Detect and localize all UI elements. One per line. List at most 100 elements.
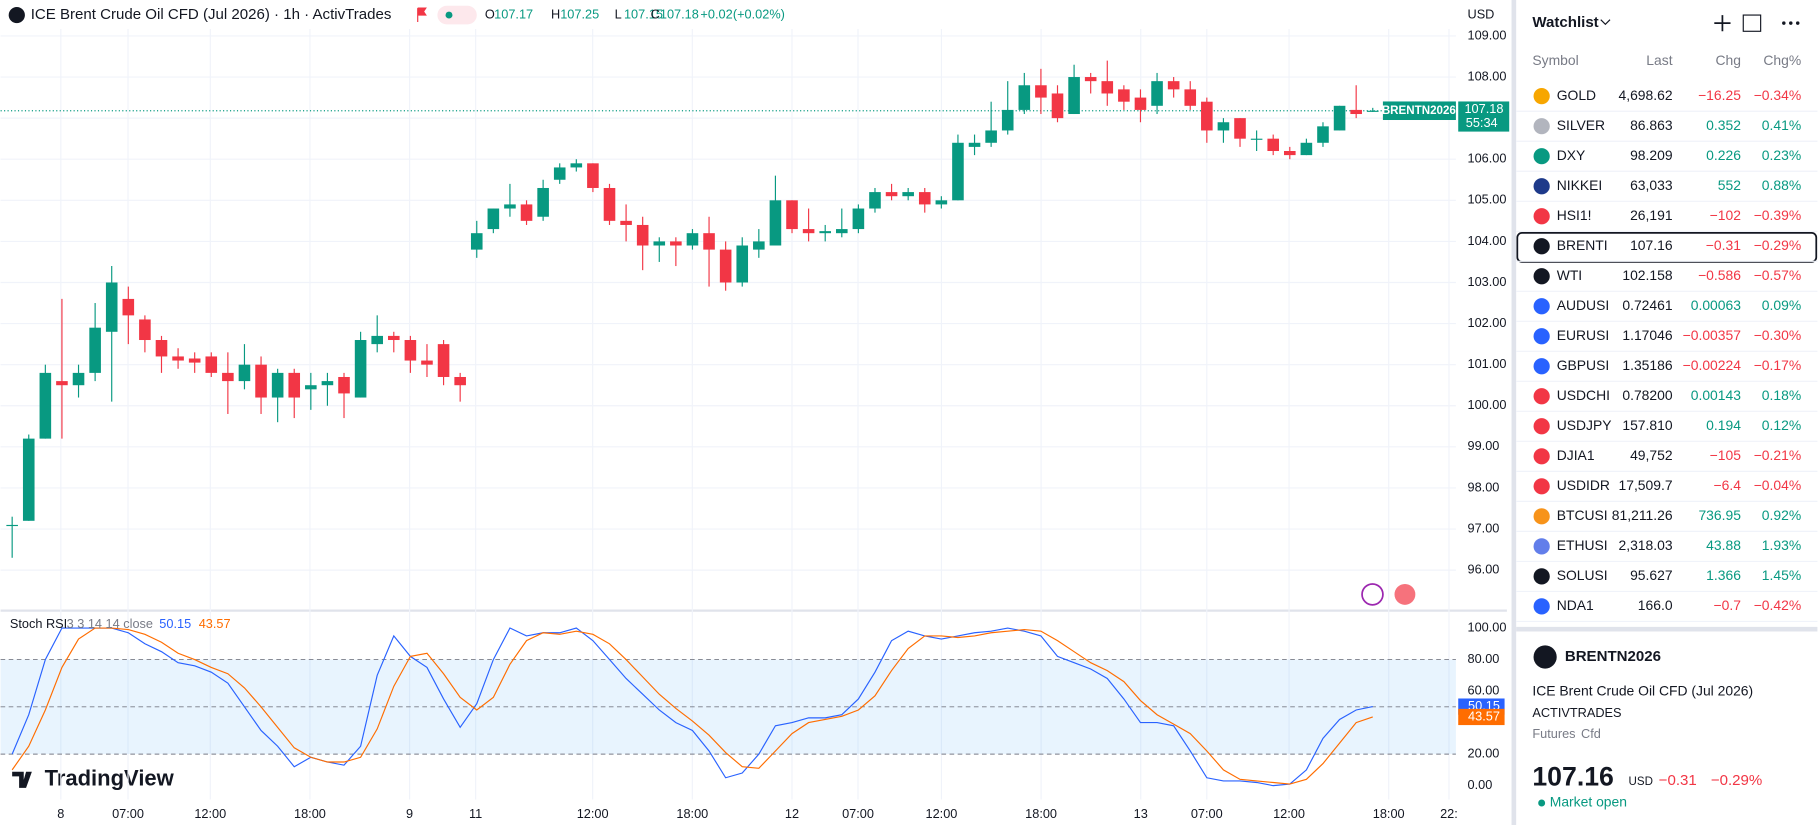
- row-symbol[interactable]: HSI1!: [1557, 207, 1592, 223]
- row-last: 49,752: [1630, 447, 1673, 463]
- row-symbol[interactable]: NDA1: [1557, 597, 1594, 613]
- legend-label: C: [651, 6, 660, 21]
- row-last: 86.863: [1630, 117, 1673, 133]
- row-symbol[interactable]: DXY: [1557, 147, 1586, 163]
- candle-body: [885, 192, 898, 197]
- row-symbol[interactable]: SOLUSI: [1557, 567, 1608, 583]
- details-exchange: ACTIVTRADES: [1532, 705, 1621, 720]
- event-icon[interactable]: [1361, 583, 1384, 606]
- row-icon: [1533, 508, 1550, 525]
- x-tick-label: 12:00: [926, 806, 958, 821]
- candle-body: [56, 381, 68, 386]
- flag-icon[interactable]: [417, 7, 427, 23]
- row-last: 102.158: [1622, 267, 1672, 283]
- candle-body: [935, 200, 948, 205]
- flag-event-icon[interactable]: [1394, 583, 1416, 605]
- row-icon: [1533, 448, 1550, 465]
- row-symbol[interactable]: DJIA1: [1557, 447, 1595, 463]
- stoch-tick-label: 80.00: [1467, 651, 1499, 666]
- row-chg: 552: [1718, 177, 1741, 193]
- row-last: 157.810: [1622, 417, 1672, 433]
- candle-body: [1118, 89, 1130, 102]
- status-pill[interactable]: [437, 5, 477, 25]
- row-chg: 0.194: [1706, 417, 1741, 433]
- row-symbol[interactable]: WTI: [1557, 267, 1582, 283]
- candle-body: [636, 224, 649, 246]
- y-tick-label: 104.00: [1467, 233, 1506, 248]
- row-last: 63,033: [1630, 177, 1673, 193]
- symbol-tag: [1382, 101, 1456, 121]
- row-chg: −16.25: [1698, 87, 1741, 103]
- row-symbol[interactable]: GBPUSI: [1557, 357, 1610, 373]
- row-last: 98.209: [1630, 147, 1673, 163]
- candle-body: [155, 340, 168, 357]
- row-symbol[interactable]: SILVER: [1557, 117, 1605, 133]
- row-icon: [1533, 358, 1550, 375]
- candle-body: [968, 142, 981, 147]
- candle-body: [1234, 118, 1246, 139]
- row-chg: 43.88: [1706, 537, 1741, 553]
- row-symbol[interactable]: BTCUSI: [1557, 507, 1608, 523]
- row-symbol[interactable]: ETHUSI: [1557, 537, 1608, 553]
- dropdown-icon[interactable]: [1600, 19, 1611, 26]
- row-symbol[interactable]: AUDUSI: [1557, 297, 1609, 313]
- row-last: 95.627: [1630, 567, 1673, 583]
- row-symbol[interactable]: NIKKEI: [1557, 177, 1603, 193]
- row-symbol[interactable]: EURUSI: [1557, 327, 1609, 343]
- logo-text: TradingView: [45, 766, 175, 791]
- candle-body: [1035, 85, 1047, 98]
- row-chg-pct: 0.41%: [1762, 117, 1801, 133]
- candle-body: [1217, 122, 1230, 131]
- row-icon: [1533, 268, 1550, 285]
- candle-body: [769, 200, 782, 246]
- candle-body: [487, 208, 500, 230]
- row-last: 4,698.62: [1619, 87, 1673, 103]
- row-icon: [1533, 118, 1550, 135]
- y-tick-label: 102.00: [1467, 315, 1506, 330]
- row-icon: [1533, 178, 1550, 195]
- legend-label: H: [551, 6, 560, 21]
- row-chg-pct: −0.57%: [1754, 267, 1802, 283]
- currency-label[interactable]: USD: [1467, 6, 1494, 21]
- x-tick-label: 22:: [1440, 806, 1458, 821]
- watchlist-title[interactable]: Watchlist: [1532, 14, 1598, 31]
- stoch-tag: [1458, 708, 1505, 726]
- y-tick-label: 108.00: [1467, 68, 1506, 83]
- row-symbol[interactable]: USDCHI: [1557, 387, 1610, 403]
- candle-body: [620, 220, 632, 225]
- candle-body: [1101, 81, 1114, 94]
- y-tick-label: 101.00: [1467, 356, 1506, 371]
- table-icon[interactable]: [1742, 14, 1762, 32]
- legend-value: 107.17: [494, 6, 533, 21]
- x-tick-label: 13: [1134, 806, 1148, 821]
- row-last: 0.72461: [1622, 297, 1672, 313]
- row-chg: 736.95: [1698, 507, 1741, 523]
- candle-body: [89, 327, 101, 373]
- candle-body: [753, 241, 765, 250]
- candle-body: [1201, 101, 1213, 131]
- row-symbol[interactable]: USDJPY: [1557, 417, 1612, 433]
- y-tick-label: 105.00: [1467, 192, 1506, 207]
- row-chg: −0.7: [1714, 597, 1742, 613]
- details-symbol: BRENTN2026: [1565, 648, 1661, 665]
- candle-body: [1084, 77, 1097, 82]
- row-symbol[interactable]: GOLD: [1557, 87, 1596, 103]
- candle-body: [321, 381, 334, 386]
- details-price: 107.16: [1532, 762, 1613, 792]
- legend-label: L: [615, 6, 622, 21]
- x-tick-label: 12: [785, 806, 799, 821]
- row-symbol[interactable]: BRENTI: [1557, 237, 1608, 253]
- row-icon: [1533, 328, 1550, 345]
- row-symbol[interactable]: USDIDR: [1557, 477, 1610, 493]
- row-chg-pct: −0.39%: [1754, 207, 1802, 223]
- legend-change-pct: (+0.02%): [733, 6, 785, 21]
- column-header: Chg: [1715, 52, 1740, 68]
- legend-value: 107.15: [624, 6, 663, 21]
- candle-body: [520, 204, 533, 221]
- row-chg-pct: 0.12%: [1762, 417, 1801, 433]
- row-last: 1.35186: [1622, 357, 1672, 373]
- more-icon[interactable]: [1782, 21, 1800, 25]
- add-icon[interactable]: [1714, 15, 1731, 32]
- candle-body: [1134, 97, 1147, 110]
